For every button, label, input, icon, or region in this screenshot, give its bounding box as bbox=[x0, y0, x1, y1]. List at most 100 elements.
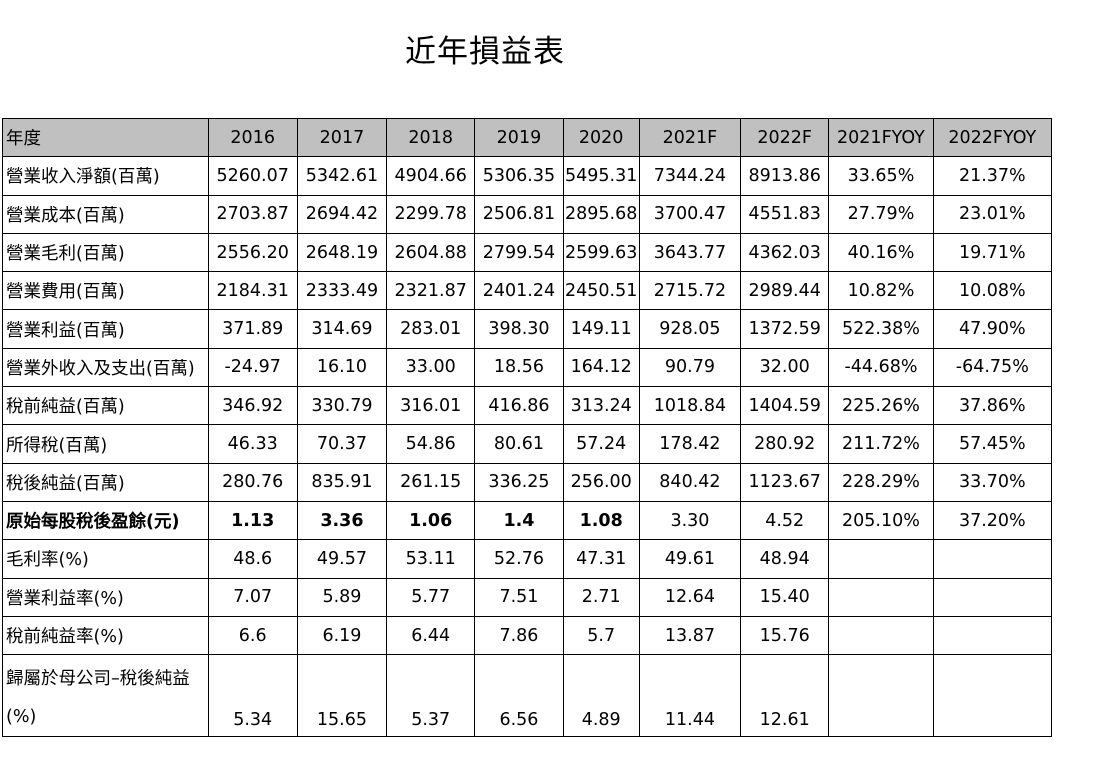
table-cell: 49.57 bbox=[296, 539, 388, 579]
page-title: 近年損益表 bbox=[405, 34, 565, 70]
table-cell: 80.61 bbox=[474, 424, 564, 464]
table-cell: 835.91 bbox=[296, 462, 388, 502]
table-cell: 57.24 bbox=[562, 424, 640, 464]
table-cell: 2506.81 bbox=[474, 194, 564, 234]
row-label: 營業利益率(%) bbox=[2, 577, 209, 617]
table-cell: 316.01 bbox=[386, 386, 476, 426]
table-cell: 4904.66 bbox=[386, 156, 476, 196]
table-cell: 7.51 bbox=[474, 577, 564, 617]
table-cell: 90.79 bbox=[638, 347, 742, 388]
column-header: 2019 bbox=[474, 117, 564, 158]
table-cell: 10.08% bbox=[932, 271, 1053, 311]
table-cell: 5306.35 bbox=[474, 156, 564, 196]
table-cell: 211.72% bbox=[828, 424, 934, 464]
table-cell: 5342.61 bbox=[296, 156, 388, 196]
table-cell: 2450.51 bbox=[562, 271, 640, 311]
table-cell: 346.92 bbox=[207, 386, 298, 426]
column-header: 2021F bbox=[638, 117, 742, 158]
table-cell: 2715.72 bbox=[638, 271, 742, 311]
table-cell: 47.31 bbox=[562, 539, 640, 579]
table-cell: 283.01 bbox=[386, 309, 476, 349]
table-cell: 2333.49 bbox=[296, 271, 388, 311]
row-label: 歸屬於母公司–稅後純益(%) bbox=[2, 654, 209, 738]
table-cell: 7344.24 bbox=[638, 156, 742, 196]
table-cell: 19.71% bbox=[932, 232, 1053, 273]
column-header: 2020 bbox=[562, 117, 640, 158]
table-cell: 1404.59 bbox=[740, 386, 830, 426]
table-row: 歸屬於母公司–稅後純益(%) 5.34 15.65 5.37 6.56 4.89… bbox=[2, 654, 1053, 738]
row-label: 營業費用(百萬) bbox=[2, 271, 209, 311]
row-label: 營業成本(百萬) bbox=[2, 194, 209, 234]
table-cell: 416.86 bbox=[474, 386, 564, 426]
table-cell: 3700.47 bbox=[638, 194, 742, 234]
table-cell: 5495.31 bbox=[562, 156, 640, 196]
table-cell: 12.64 bbox=[638, 577, 742, 617]
table-cell: 47.90% bbox=[932, 309, 1053, 349]
table-cell bbox=[828, 615, 934, 656]
table-cell: 2401.24 bbox=[474, 271, 564, 311]
table-cell: 313.24 bbox=[562, 386, 640, 426]
table-cell: 928.05 bbox=[638, 309, 742, 349]
table-cell: 1123.67 bbox=[740, 462, 830, 502]
table-cell: 21.37% bbox=[932, 156, 1053, 196]
table-cell: 7.07 bbox=[207, 577, 298, 617]
table-cell: -24.97 bbox=[207, 347, 298, 388]
table-cell: 3.36 bbox=[296, 500, 388, 541]
table-cell: 8913.86 bbox=[740, 156, 830, 196]
table-row: 營業利益(百萬) 371.89 314.69 283.01 398.30 149… bbox=[2, 309, 1053, 349]
table-cell: 52.76 bbox=[474, 539, 564, 579]
table-cell: 12.61 bbox=[740, 654, 830, 738]
table-cell: 33.70% bbox=[932, 462, 1053, 502]
table-cell: 398.30 bbox=[474, 309, 564, 349]
table-row: 稅前純益(百萬) 346.92 330.79 316.01 416.86 313… bbox=[2, 386, 1053, 426]
table-cell: 1.4 bbox=[474, 500, 564, 541]
table-row: 營業收入淨額(百萬) 5260.07 5342.61 4904.66 5306.… bbox=[2, 156, 1053, 196]
table-cell: 1.08 bbox=[562, 500, 640, 541]
table-cell: 164.12 bbox=[562, 347, 640, 388]
column-header: 2022F bbox=[740, 117, 830, 158]
table-cell: 314.69 bbox=[296, 309, 388, 349]
table-row: 營業利益率(%) 7.07 5.89 5.77 7.51 2.71 12.64 … bbox=[2, 577, 1053, 617]
table-cell bbox=[932, 539, 1053, 579]
table-row: 稅前純益率(%) 6.6 6.19 6.44 7.86 5.7 13.87 15… bbox=[2, 615, 1053, 656]
table-cell bbox=[932, 615, 1053, 656]
table-cell: 5.37 bbox=[386, 654, 476, 738]
table-cell bbox=[932, 654, 1053, 738]
table-cell: 13.87 bbox=[638, 615, 742, 656]
table-cell: 33.00 bbox=[386, 347, 476, 388]
column-header-year: 年度 bbox=[2, 117, 209, 158]
table-cell: 2604.88 bbox=[386, 232, 476, 273]
table-cell: 4.52 bbox=[740, 500, 830, 541]
table-cell: 15.65 bbox=[296, 654, 388, 738]
row-label: 稅後純益(百萬) bbox=[2, 462, 209, 502]
table-row: 營業費用(百萬) 2184.31 2333.49 2321.87 2401.24… bbox=[2, 271, 1053, 311]
table-row: 營業外收入及支出(百萬) -24.97 16.10 33.00 18.56 16… bbox=[2, 347, 1053, 388]
table-cell: 2599.63 bbox=[562, 232, 640, 273]
table-cell: 2556.20 bbox=[207, 232, 298, 273]
table-cell: 2321.87 bbox=[386, 271, 476, 311]
table-cell: 11.44 bbox=[638, 654, 742, 738]
table-cell: 2694.42 bbox=[296, 194, 388, 234]
table-cell: 40.16% bbox=[828, 232, 934, 273]
table-row: 毛利率(%) 48.6 49.57 53.11 52.76 47.31 49.6… bbox=[2, 539, 1053, 579]
row-label: 稅前純益率(%) bbox=[2, 615, 209, 656]
table-cell: 205.10% bbox=[828, 500, 934, 541]
table-row: 營業成本(百萬) 2703.87 2694.42 2299.78 2506.81… bbox=[2, 194, 1053, 234]
table-cell: 1.06 bbox=[386, 500, 476, 541]
table-cell: 5.89 bbox=[296, 577, 388, 617]
table-cell: 2184.31 bbox=[207, 271, 298, 311]
table-cell: 840.42 bbox=[638, 462, 742, 502]
table-cell: -44.68% bbox=[828, 347, 934, 388]
table-row: 所得稅(百萬) 46.33 70.37 54.86 80.61 57.24 17… bbox=[2, 424, 1053, 464]
table-cell: 228.29% bbox=[828, 462, 934, 502]
column-header: 2016 bbox=[207, 117, 298, 158]
table-cell: -64.75% bbox=[932, 347, 1053, 388]
row-label: 營業收入淨額(百萬) bbox=[2, 156, 209, 196]
table-cell: 48.94 bbox=[740, 539, 830, 579]
table-cell: 256.00 bbox=[562, 462, 640, 502]
table-cell: 46.33 bbox=[207, 424, 298, 464]
table-cell: 4.89 bbox=[562, 654, 640, 738]
table-cell: 149.11 bbox=[562, 309, 640, 349]
row-label: 毛利率(%) bbox=[2, 539, 209, 579]
table-cell: 4551.83 bbox=[740, 194, 830, 234]
